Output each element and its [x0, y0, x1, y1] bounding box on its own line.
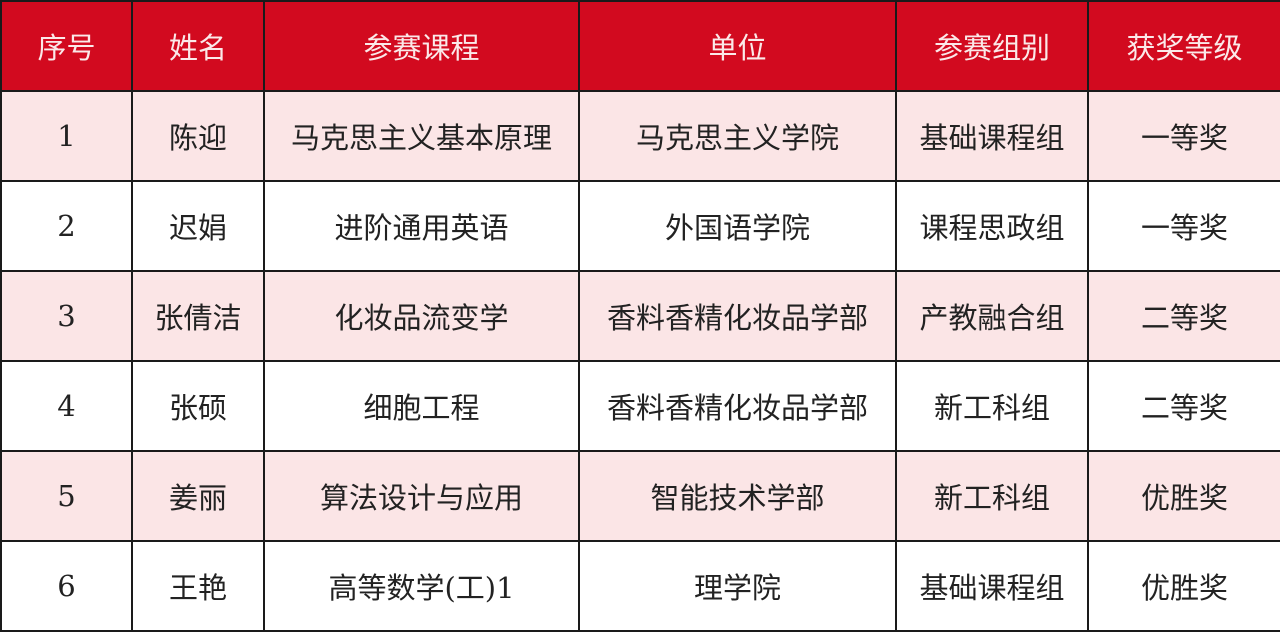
cell-unit: 香料香精化妆品学部 [578, 360, 897, 452]
cell-name: 陈迎 [131, 90, 265, 182]
cell-name: 王艳 [131, 540, 265, 632]
table-row: 1 陈迎 马克思主义基本原理 马克思主义学院 基础课程组 一等奖 [0, 90, 1280, 182]
cell-course: 进阶通用英语 [263, 180, 580, 272]
cell-award: 二等奖 [1087, 270, 1280, 362]
cell-unit: 智能技术学部 [578, 450, 897, 542]
table-row: 2 迟娟 进阶通用英语 外国语学院 课程思政组 一等奖 [0, 180, 1280, 272]
cell-course: 细胞工程 [263, 360, 580, 452]
cell-group: 新工科组 [895, 360, 1089, 452]
cell-name: 张硕 [131, 360, 265, 452]
table-row: 4 张硕 细胞工程 香料香精化妆品学部 新工科组 二等奖 [0, 360, 1280, 452]
cell-index: 5 [0, 450, 133, 542]
cell-index: 3 [0, 270, 133, 362]
cell-name: 张倩洁 [131, 270, 265, 362]
table-row: 5 姜丽 算法设计与应用 智能技术学部 新工科组 优胜奖 [0, 450, 1280, 542]
cell-award: 优胜奖 [1087, 450, 1280, 542]
cell-index: 4 [0, 360, 133, 452]
cell-unit: 理学院 [578, 540, 897, 632]
header-name: 姓名 [131, 0, 265, 92]
cell-index: 1 [0, 90, 133, 182]
table-row: 3 张倩洁 化妆品流变学 香料香精化妆品学部 产教融合组 二等奖 [0, 270, 1280, 362]
cell-course: 马克思主义基本原理 [263, 90, 580, 182]
cell-group: 基础课程组 [895, 540, 1089, 632]
header-unit: 单位 [578, 0, 897, 92]
cell-award: 二等奖 [1087, 360, 1280, 452]
header-index: 序号 [0, 0, 133, 92]
table-row: 6 王艳 高等数学(工)1 理学院 基础课程组 优胜奖 [0, 540, 1280, 632]
cell-index: 2 [0, 180, 133, 272]
cell-unit: 外国语学院 [578, 180, 897, 272]
cell-group: 新工科组 [895, 450, 1089, 542]
cell-group: 基础课程组 [895, 90, 1089, 182]
cell-award: 一等奖 [1087, 180, 1280, 272]
cell-unit: 香料香精化妆品学部 [578, 270, 897, 362]
cell-name: 姜丽 [131, 450, 265, 542]
cell-course: 化妆品流变学 [263, 270, 580, 362]
header-award: 获奖等级 [1087, 0, 1280, 92]
cell-unit: 马克思主义学院 [578, 90, 897, 182]
cell-group: 课程思政组 [895, 180, 1089, 272]
cell-award: 优胜奖 [1087, 540, 1280, 632]
cell-course: 算法设计与应用 [263, 450, 580, 542]
cell-group: 产教融合组 [895, 270, 1089, 362]
cell-course: 高等数学(工)1 [263, 540, 580, 632]
cell-name: 迟娟 [131, 180, 265, 272]
cell-index: 6 [0, 540, 133, 632]
header-row: 序号 姓名 参赛课程 单位 参赛组别 获奖等级 [0, 0, 1280, 92]
header-course: 参赛课程 [263, 0, 580, 92]
header-group: 参赛组别 [895, 0, 1089, 92]
cell-award: 一等奖 [1087, 90, 1280, 182]
